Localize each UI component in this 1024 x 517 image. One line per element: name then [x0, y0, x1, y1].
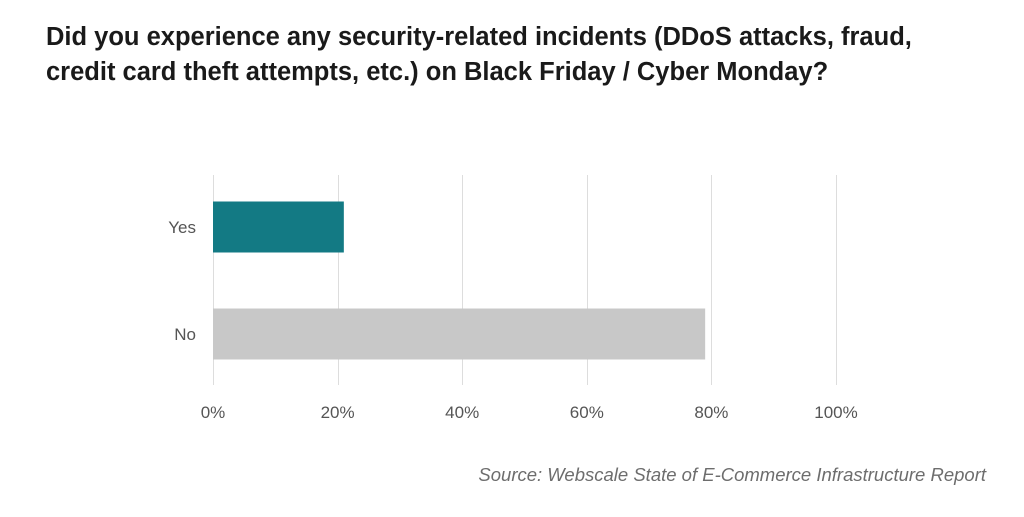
x-tick-label: 20% — [321, 403, 355, 422]
chart-title: Did you experience any security-related … — [46, 23, 912, 86]
category-labels: Yes No — [168, 218, 196, 344]
category-label: Yes — [168, 218, 196, 237]
bar-yes — [213, 201, 344, 253]
bars — [213, 201, 706, 360]
x-tick-label: 0% — [201, 403, 226, 422]
x-tick-label: 80% — [694, 403, 728, 422]
x-tick-labels: 0% 20% 40% 60% 80% 100% — [201, 403, 858, 422]
x-tick-label: 40% — [445, 403, 479, 422]
category-label: No — [174, 325, 196, 344]
source-note: Source: Webscale State of E-Commerce Inf… — [478, 464, 986, 485]
x-tick-label: 100% — [814, 403, 857, 422]
x-tick-label: 60% — [570, 403, 604, 422]
bar-no — [213, 308, 706, 360]
